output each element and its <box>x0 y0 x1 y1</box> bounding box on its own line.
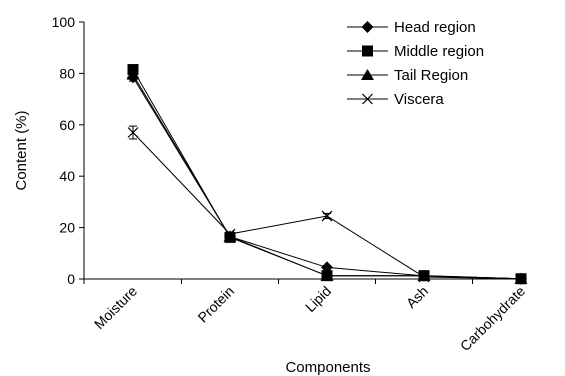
x-ticks: Moisture Protein Lipid Ash Carbohydrate <box>83 279 528 354</box>
marker-x-stroke <box>418 271 430 283</box>
series-layer <box>126 64 528 285</box>
series-line <box>132 132 522 280</box>
series-tail-region <box>126 68 528 284</box>
legend-marker <box>362 45 373 57</box>
legend-label: Middle region <box>394 43 484 60</box>
legend-marker <box>362 93 373 105</box>
series-head-region <box>127 71 527 285</box>
x-tick-label: Ash <box>403 283 431 311</box>
data-point <box>126 68 140 80</box>
series-line <box>132 76 522 280</box>
data-point <box>320 269 334 281</box>
y-tick-label: 60 <box>59 117 75 133</box>
y-tick-label: 20 <box>59 220 75 236</box>
marker-x-stroke <box>321 210 333 222</box>
series-viscera <box>127 125 527 285</box>
legend-label: Head region <box>394 19 476 36</box>
y-ticks: 0 20 40 60 80 100 <box>52 14 84 287</box>
legend: Head region Middle region Tail Region Visce… <box>347 19 484 108</box>
legend-label: Viscera <box>394 91 444 108</box>
data-point <box>418 271 430 283</box>
x-tick-label: Carbohydrate <box>457 283 528 354</box>
x-tick-label: Moisture <box>91 283 140 332</box>
marker-x-stroke <box>515 273 527 285</box>
y-tick-label: 100 <box>52 14 76 30</box>
x-tick-label: Protein <box>194 283 237 326</box>
marker-x-stroke <box>224 228 236 240</box>
data-point <box>417 269 431 281</box>
axes <box>83 22 524 280</box>
data-point <box>515 273 527 285</box>
marker-x-stroke <box>127 127 139 138</box>
data-point <box>127 127 139 138</box>
legend-marker <box>361 69 374 80</box>
y-tick-label: 0 <box>67 271 75 287</box>
legend-item: Head region <box>347 19 476 36</box>
data-point <box>321 210 333 222</box>
x-tick-label: Lipid <box>302 283 334 315</box>
series-line <box>132 74 522 280</box>
legend-item: Tail Region <box>347 67 468 84</box>
legend-label: Tail Region <box>394 67 468 84</box>
marker-x-stroke <box>362 93 373 105</box>
y-tick-label: 80 <box>59 65 75 81</box>
y-axis-title: Content (%) <box>13 110 30 190</box>
series-line <box>132 69 522 280</box>
y-tick-label: 40 <box>59 168 75 184</box>
x-axis-title: Components <box>285 359 370 376</box>
series-middle-region <box>127 64 527 285</box>
data-point <box>224 228 236 240</box>
legend-marker <box>361 21 374 33</box>
legend-item: Middle region <box>347 43 484 60</box>
legend-item: Viscera <box>347 91 444 108</box>
